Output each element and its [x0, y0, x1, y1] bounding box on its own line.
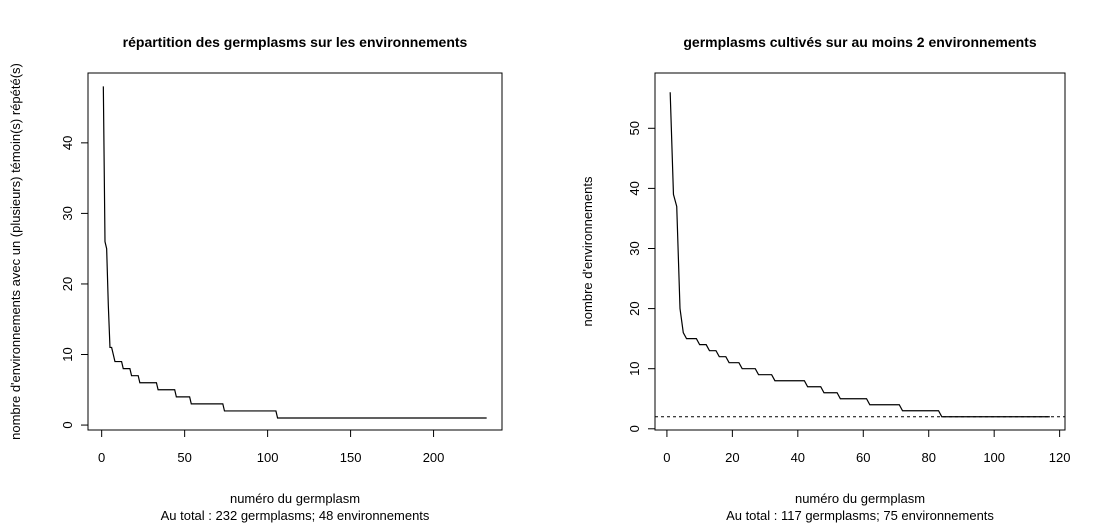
data-line — [102, 86, 487, 419]
x-tick-label: 0 — [98, 450, 105, 465]
x-tick-label: 0 — [663, 450, 670, 465]
plot-frame — [654, 72, 1066, 431]
x-tick-label: 50 — [177, 450, 191, 465]
x-tick-label: 60 — [856, 450, 870, 465]
y-tick-label: 10 — [60, 347, 75, 361]
chart-title: germplasms cultivés sur au moins 2 envir… — [683, 34, 1036, 50]
data-line — [669, 92, 1050, 418]
y-tick-label: 20 — [60, 277, 75, 291]
y-tick-label: 50 — [627, 121, 642, 135]
x-tick-label: 40 — [791, 450, 805, 465]
y-tick-label: 10 — [627, 361, 642, 375]
x-tick-label: 200 — [423, 450, 445, 465]
y-tick-label: 0 — [627, 425, 642, 432]
y-tick-label: 40 — [60, 136, 75, 150]
y-axis-label: nombre d'environnements — [580, 176, 595, 326]
x-tick-label: 80 — [921, 450, 935, 465]
plot-frame — [87, 72, 503, 431]
y-axis-label: nombre d'environnements avec un (plusieu… — [8, 63, 23, 440]
chart-title: répartition des germplasms sur les envir… — [123, 34, 468, 50]
y-tick-label: 40 — [627, 181, 642, 195]
x-tick-label: 150 — [340, 450, 362, 465]
x-tick-label: 100 — [983, 450, 1005, 465]
subtitle: Au total : 117 germplasms; 75 environnem… — [726, 508, 994, 523]
x-tick-label: 100 — [257, 450, 279, 465]
y-tick-label: 30 — [627, 241, 642, 255]
x-tick-label: 20 — [725, 450, 739, 465]
x-axis-label: numéro du germplasm — [230, 491, 360, 506]
subtitle: Au total : 232 germplasms; 48 environnem… — [161, 508, 430, 523]
y-tick-label: 20 — [627, 301, 642, 315]
y-tick-label: 0 — [60, 421, 75, 428]
x-tick-label: 120 — [1049, 450, 1071, 465]
x-axis-label: numéro du germplasm — [795, 491, 925, 506]
y-tick-label: 30 — [60, 206, 75, 220]
